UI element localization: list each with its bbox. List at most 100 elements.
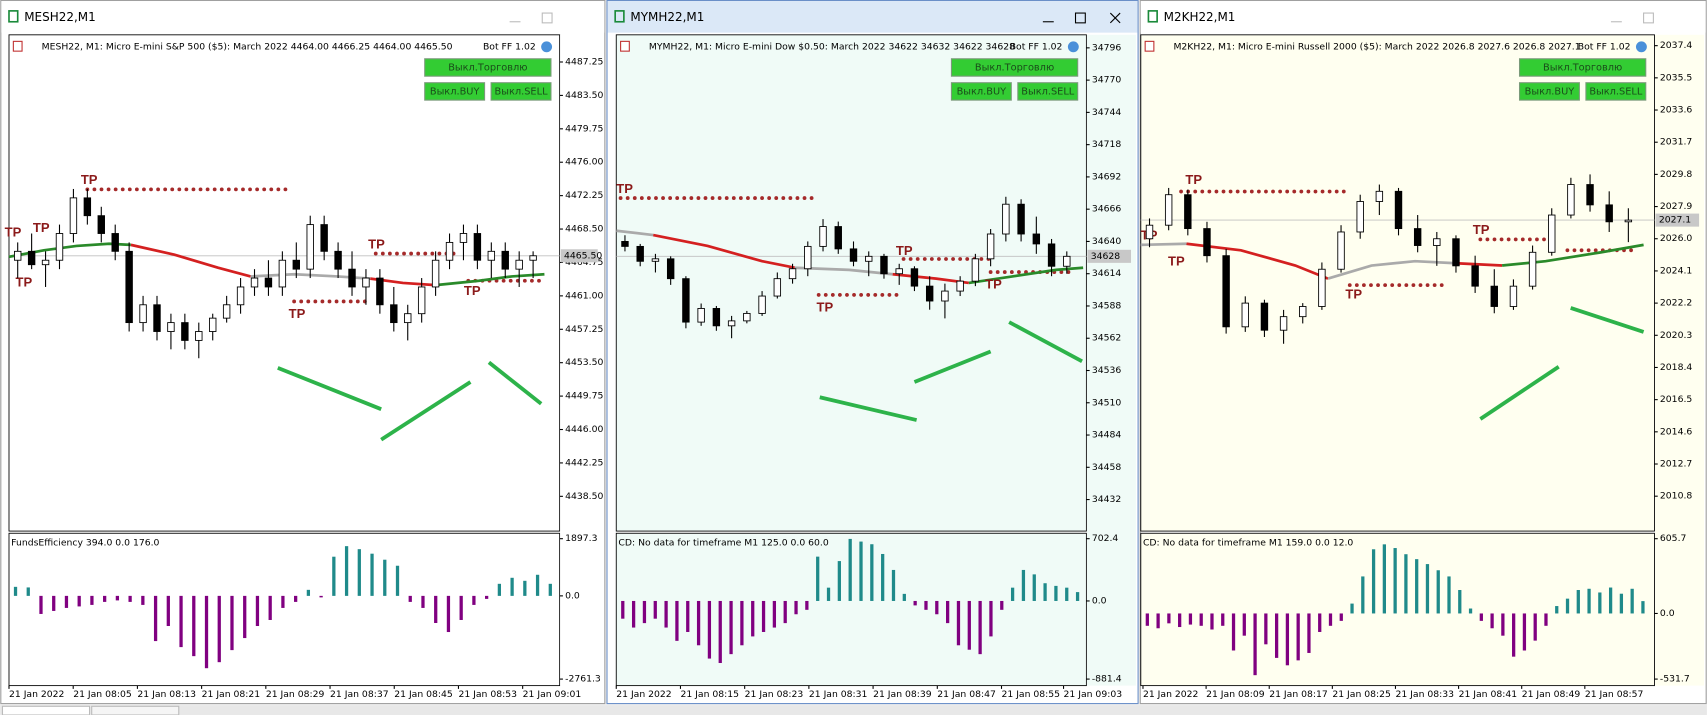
chart-window[interactable]: MYMH22,M1 34796 34770 34744 34718 34692 34666 3… bbox=[606, 0, 1139, 705]
tp-label: TP bbox=[33, 220, 50, 235]
indicator-bar bbox=[1415, 559, 1419, 614]
candle-body bbox=[804, 245, 812, 270]
maximize-button[interactable] bbox=[1643, 12, 1654, 24]
trade-button[interactable] bbox=[950, 58, 1079, 77]
indicator-bar bbox=[978, 600, 982, 655]
price-tick-label: 2010.8 bbox=[1660, 491, 1692, 502]
tab[interactable] bbox=[1, 705, 91, 715]
indicator-bar bbox=[64, 595, 69, 608]
indicator-bar bbox=[459, 595, 463, 620]
indicator-bar bbox=[1242, 613, 1246, 636]
price-tick-label: 4453.50 bbox=[565, 357, 603, 368]
time-label: 21 Jan 08:17 bbox=[1269, 689, 1328, 700]
current-price-box bbox=[1655, 213, 1700, 227]
chart-window[interactable]: MESH22,M1 4487.25 4483.50 4479.75 4476.00 447… bbox=[0, 0, 606, 705]
tp-label: TP bbox=[1185, 172, 1202, 187]
trade-button[interactable] bbox=[950, 82, 1012, 101]
candle-body bbox=[264, 277, 273, 288]
moving-average bbox=[616, 229, 654, 237]
time-label: 21 Jan 08:53 bbox=[458, 689, 517, 700]
candle-body bbox=[971, 258, 980, 282]
close-button[interactable] bbox=[1109, 12, 1121, 24]
price-tick-label: 4479.75 bbox=[565, 123, 603, 134]
indicator-bar bbox=[306, 589, 311, 596]
indicator-bar bbox=[179, 595, 183, 648]
trade-button-label: Выкл.Торговлю bbox=[975, 62, 1054, 73]
price-tick-label: 2033.6 bbox=[1660, 105, 1692, 116]
window-icon bbox=[8, 10, 19, 23]
indicator-bar bbox=[1307, 613, 1311, 653]
candle-body bbox=[697, 308, 705, 323]
price-tick-label: 4442.25 bbox=[565, 457, 603, 468]
indicator-bar bbox=[1156, 613, 1160, 629]
indicator-bar bbox=[421, 595, 425, 608]
indicator-bar bbox=[1167, 613, 1171, 624]
indicator-bar bbox=[1221, 613, 1225, 626]
candle-body bbox=[1260, 302, 1269, 331]
trade-button[interactable] bbox=[1518, 82, 1580, 101]
indicator-bar bbox=[1404, 554, 1408, 614]
candle-body bbox=[1222, 255, 1230, 328]
indicator-bar bbox=[357, 549, 361, 596]
indicator-tick-label: 0.0 bbox=[1092, 595, 1107, 606]
time-label: 21 Jan 08:47 bbox=[937, 689, 996, 700]
indicator-bar bbox=[141, 595, 145, 605]
indicator-bar bbox=[740, 600, 744, 646]
candle-body bbox=[320, 224, 328, 252]
price-tick-label: 2026.0 bbox=[1660, 233, 1692, 244]
indicator-background bbox=[1140, 532, 1655, 687]
indicator-bar bbox=[707, 600, 712, 659]
candle-body bbox=[1548, 214, 1556, 253]
indicator-bar bbox=[642, 600, 647, 624]
price-tick-label: 4472.25 bbox=[565, 190, 603, 201]
trend-line bbox=[1008, 320, 1083, 363]
trade-button-label: Выкл.BUY bbox=[957, 86, 1007, 97]
tp-label: TP bbox=[616, 181, 633, 196]
indicator-bar bbox=[956, 600, 961, 646]
candle-body bbox=[712, 308, 721, 327]
indicator-bar bbox=[1000, 600, 1004, 610]
candle-body bbox=[986, 233, 995, 260]
indicator-bar bbox=[217, 595, 221, 663]
indicator-bar bbox=[535, 574, 540, 596]
candle-body bbox=[1471, 265, 1479, 287]
chart-window[interactable]: M2KH22,M1 2037.4 2035.5 2033.6 2031.7 2029.8 2… bbox=[1139, 0, 1707, 705]
indicator-bar bbox=[1210, 613, 1214, 630]
candle-body bbox=[111, 233, 119, 252]
time-label: 21 Jan 08:29 bbox=[266, 689, 325, 700]
trade-button-label: Выкл.SELL bbox=[1021, 86, 1075, 97]
time-label: 21 Jan 08:23 bbox=[745, 689, 804, 700]
candle-body bbox=[1452, 238, 1460, 267]
trade-button[interactable] bbox=[1518, 58, 1647, 77]
trade-button[interactable] bbox=[490, 82, 552, 101]
trade-button[interactable] bbox=[424, 82, 486, 101]
candle-body bbox=[941, 290, 949, 302]
maximize-button[interactable] bbox=[541, 12, 553, 24]
price-tick-label: 34718 bbox=[1092, 139, 1122, 150]
candle-body bbox=[621, 241, 629, 247]
time-label: 21 Jan 08:31 bbox=[809, 689, 868, 700]
bot-label: Bot FF 1.02 bbox=[483, 41, 536, 52]
indicator-tick-label: 0.0 bbox=[1660, 608, 1675, 619]
indicator-bar bbox=[794, 600, 798, 615]
indicator-bar bbox=[848, 538, 852, 601]
trade-button[interactable] bbox=[424, 58, 552, 77]
tab[interactable] bbox=[91, 705, 180, 715]
indicator-bar bbox=[332, 556, 336, 596]
candle-body bbox=[758, 295, 766, 314]
indicator-bar bbox=[772, 600, 777, 628]
indicator-bar bbox=[653, 600, 657, 619]
candle-body bbox=[773, 278, 782, 297]
trade-button[interactable] bbox=[1585, 82, 1647, 101]
price-tick-label: 4468.50 bbox=[565, 224, 603, 235]
indicator-bar bbox=[631, 600, 636, 628]
maximize-button[interactable] bbox=[1074, 12, 1086, 24]
time-label: 21 Jan 08:49 bbox=[1522, 689, 1581, 700]
candle-body bbox=[1509, 285, 1518, 307]
trade-button[interactable] bbox=[1017, 82, 1079, 101]
indicator-bar bbox=[485, 595, 489, 599]
candle-body bbox=[834, 226, 842, 250]
candle-body bbox=[390, 304, 398, 324]
indicator-bar bbox=[1436, 570, 1440, 614]
bot-label: Bot FF 1.02 bbox=[1010, 41, 1063, 52]
